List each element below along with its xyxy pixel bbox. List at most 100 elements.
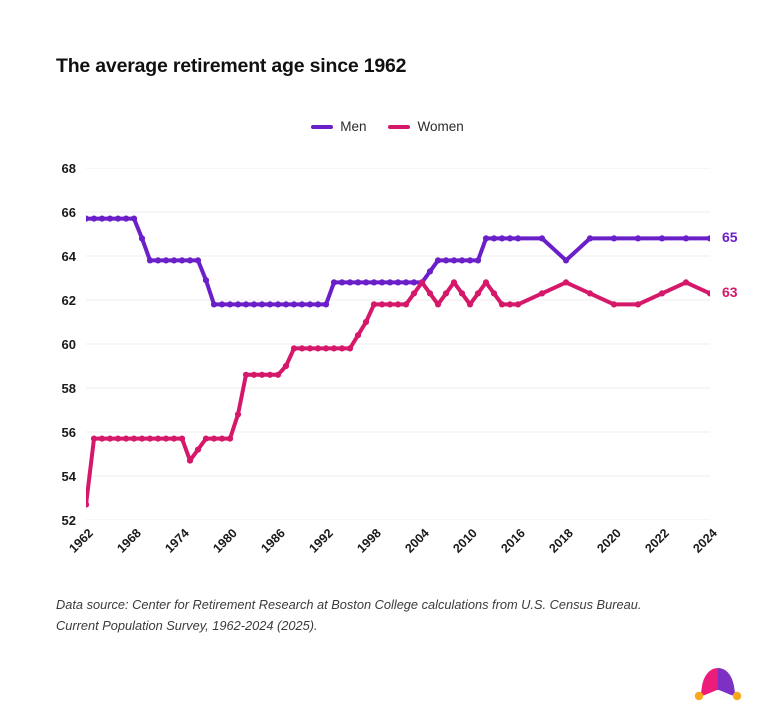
- data-point-women: [290, 345, 298, 352]
- data-point-men: [298, 301, 306, 308]
- data-point-men: [266, 301, 274, 308]
- y-tick-label: 54: [61, 469, 76, 484]
- legend-item-women[interactable]: Women: [388, 119, 464, 134]
- x-tick-label: 1986: [258, 526, 288, 556]
- data-point-men: [386, 279, 394, 286]
- page-title: The average retirement age since 1962: [56, 55, 407, 77]
- data-point-women: [586, 290, 594, 297]
- data-point-women: [634, 301, 642, 308]
- source-note-line-2: Current Population Survey, 1962-2024 (20…: [56, 618, 318, 634]
- y-tick-label: 62: [61, 293, 76, 308]
- y-tick-label: 68: [61, 161, 76, 176]
- data-point-men: [178, 257, 186, 264]
- x-tick-label: 1980: [210, 526, 240, 556]
- source-note: Data source: Center for Retirement Resea…: [56, 594, 746, 636]
- data-point-men: [538, 235, 546, 242]
- y-tick-label: 60: [61, 337, 76, 352]
- data-point-men: [258, 301, 266, 308]
- data-point-women: [658, 290, 666, 297]
- data-point-men: [474, 257, 482, 264]
- data-point-men: [314, 301, 322, 308]
- data-point-men: [90, 215, 98, 222]
- data-point-women: [402, 301, 410, 308]
- data-point-women: [202, 435, 210, 442]
- data-point-men: [226, 301, 234, 308]
- data-point-men: [274, 301, 282, 308]
- data-point-women: [418, 279, 426, 286]
- data-point-men: [506, 235, 514, 242]
- data-point-women: [514, 301, 522, 308]
- y-tick-label: 58: [61, 381, 76, 396]
- y-tick-label: 64: [61, 249, 76, 264]
- data-point-women: [86, 501, 90, 508]
- data-point-women: [410, 290, 418, 297]
- data-point-men: [146, 257, 154, 264]
- x-tick-label: 1998: [354, 526, 384, 556]
- data-point-women: [354, 332, 362, 339]
- x-tick-label: 1974: [162, 526, 192, 556]
- data-point-men: [210, 301, 218, 308]
- legend-item-men[interactable]: Men: [311, 119, 366, 134]
- x-tick-label: 2024: [690, 526, 720, 556]
- data-point-women: [538, 290, 546, 297]
- data-point-men: [154, 257, 162, 264]
- data-point-women: [482, 279, 490, 286]
- data-point-women: [370, 301, 378, 308]
- data-point-men: [466, 257, 474, 264]
- data-point-women: [162, 435, 170, 442]
- data-point-men: [122, 215, 130, 222]
- data-point-women: [106, 435, 114, 442]
- y-tick-label: 66: [61, 205, 76, 220]
- data-point-women: [282, 362, 290, 370]
- data-point-women: [234, 411, 242, 418]
- data-point-women: [442, 290, 450, 297]
- data-point-women: [146, 435, 154, 442]
- data-point-men: [86, 215, 90, 222]
- data-point-men: [682, 235, 690, 242]
- data-point-women: [498, 301, 506, 308]
- data-point-men: [202, 277, 210, 284]
- legend-swatch-men: [311, 124, 334, 129]
- data-point-men: [242, 301, 250, 308]
- data-point-women: [98, 435, 106, 442]
- data-point-men: [290, 301, 298, 308]
- data-point-women: [242, 371, 250, 378]
- data-point-men: [138, 235, 146, 242]
- y-tick-label: 56: [61, 425, 76, 440]
- data-point-men: [186, 257, 194, 264]
- data-point-men: [194, 257, 202, 264]
- data-point-men: [426, 268, 434, 275]
- data-point-women: [346, 345, 354, 352]
- x-tick-label: 2004: [402, 526, 432, 556]
- data-point-women: [122, 435, 130, 442]
- data-point-women: [218, 435, 226, 442]
- data-point-women: [138, 435, 146, 442]
- data-point-women: [426, 290, 434, 297]
- data-point-men: [442, 257, 450, 264]
- data-point-men: [450, 257, 458, 264]
- data-point-men: [498, 235, 506, 242]
- data-point-women: [466, 301, 474, 308]
- line-chart-svg: [86, 168, 710, 520]
- data-point-men: [378, 279, 386, 286]
- data-point-women: [250, 371, 258, 378]
- data-point-women: [258, 371, 266, 378]
- chart-legend: Men Women: [0, 119, 775, 134]
- gridlines: [86, 168, 710, 520]
- data-point-women: [474, 290, 482, 297]
- end-label-women: 63: [722, 284, 738, 301]
- data-point-men: [362, 279, 370, 286]
- data-point-men: [322, 301, 330, 308]
- data-point-men: [370, 279, 378, 286]
- data-point-men: [610, 235, 618, 242]
- data-point-women: [490, 290, 498, 297]
- data-point-men: [330, 279, 338, 286]
- data-point-women: [458, 290, 466, 297]
- data-point-men: [218, 301, 226, 308]
- data-point-women: [394, 301, 402, 308]
- x-tick-label: 2010: [450, 526, 480, 556]
- data-point-women: [610, 301, 618, 308]
- data-point-women: [186, 457, 194, 464]
- data-point-women: [178, 435, 186, 442]
- data-point-men: [394, 279, 402, 286]
